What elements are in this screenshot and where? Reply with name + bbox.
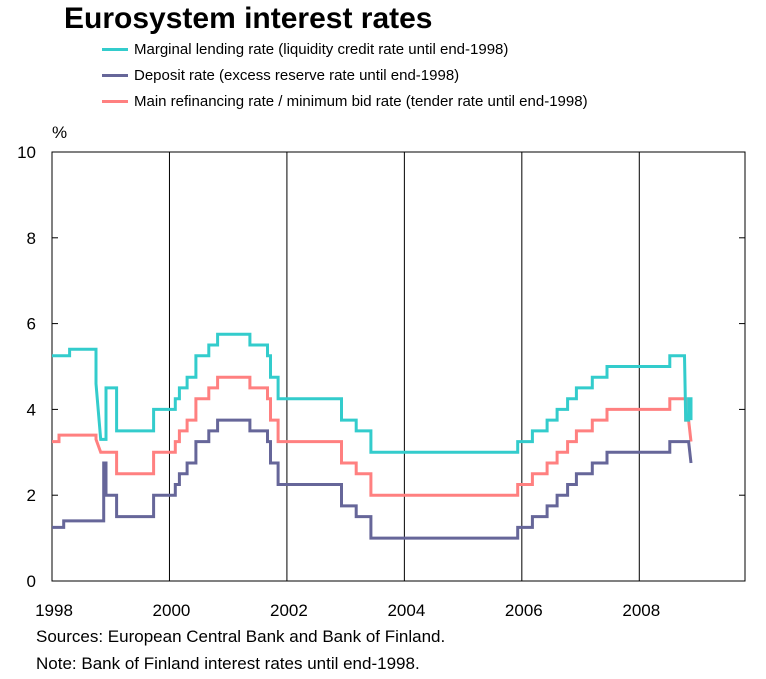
x-tick-label-2000: 2000	[153, 601, 191, 620]
series-line-0	[52, 332, 693, 454]
legend-swatch-marginal-lending	[102, 47, 128, 51]
x-tick-label-2008: 2008	[622, 601, 660, 620]
footnote-sources: Sources: European Central Bank and Bank …	[36, 627, 446, 646]
y-tick-label-2: 2	[27, 486, 36, 505]
series-line-2	[52, 375, 693, 497]
x-tick-label-2004: 2004	[387, 601, 425, 620]
y-tick-label-6: 6	[27, 315, 36, 334]
legend-swatch-deposit	[102, 73, 128, 77]
x-tick-label-2002: 2002	[270, 601, 308, 620]
y-tick-label-10: 10	[17, 143, 36, 162]
y-axis-label: %	[52, 123, 67, 142]
chart-title: Eurosystem interest rates	[64, 2, 433, 35]
y-tick-label-8: 8	[27, 229, 36, 248]
legend: Marginal lending rate (liquidity credit …	[102, 36, 588, 114]
legend-item-deposit: Deposit rate (excess reserve rate until …	[102, 62, 588, 88]
legend-label-deposit: Deposit rate (excess reserve rate until …	[134, 66, 460, 84]
x-tick-label-2006: 2006	[505, 601, 543, 620]
legend-item-marginal-lending: Marginal lending rate (liquidity credit …	[102, 36, 588, 62]
legend-label-marginal-lending: Marginal lending rate (liquidity credit …	[134, 40, 509, 58]
x-tick-label-1998: 1998	[35, 601, 73, 620]
legend-swatch-main-refinancing	[102, 99, 128, 103]
y-tick-label-0: 0	[27, 572, 36, 591]
y-tick-label-4: 4	[27, 400, 36, 419]
series-line-1	[52, 418, 693, 540]
legend-item-main-refinancing: Main refinancing rate / minimum bid rate…	[102, 88, 588, 114]
plot-frame	[51, 151, 746, 582]
footnote-note: Note: Bank of Finland interest rates unt…	[36, 654, 420, 673]
legend-label-main-refinancing: Main refinancing rate / minimum bid rate…	[134, 92, 588, 110]
